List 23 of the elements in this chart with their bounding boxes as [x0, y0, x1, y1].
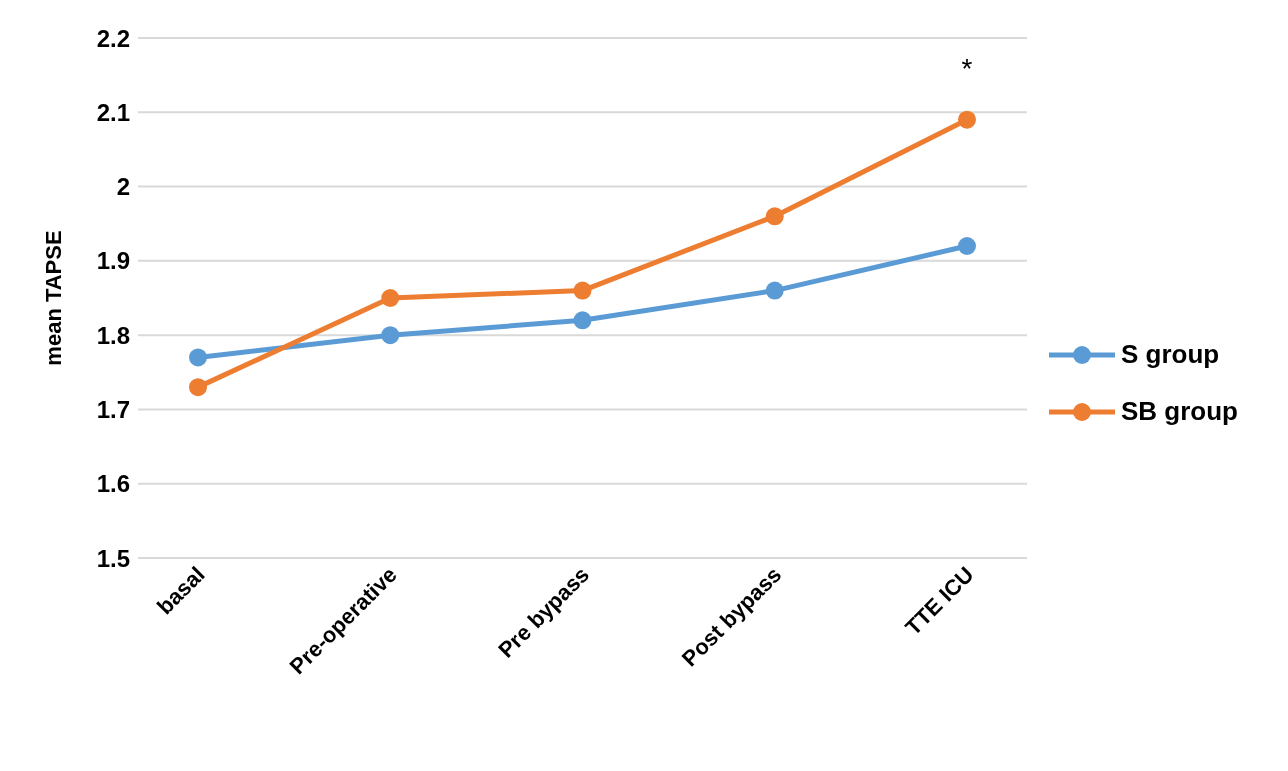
point	[573, 311, 592, 330]
point	[765, 207, 784, 226]
y-tick-label: 1.6	[96, 470, 130, 498]
x-tick-label: TTE ICU	[900, 561, 979, 641]
y-tick-label: 1.5	[96, 544, 130, 572]
y-axis-title: mean TAPSE	[40, 230, 66, 366]
y-tick-label: 1.7	[96, 395, 130, 423]
point	[765, 281, 784, 300]
y-tick-label: 1.8	[96, 321, 130, 349]
point	[573, 281, 592, 300]
point	[381, 326, 400, 345]
y-tick-label: 1.9	[96, 247, 130, 275]
point	[381, 289, 400, 307]
annotation: *	[961, 52, 973, 84]
point	[958, 237, 976, 255]
y-tick-label: 2	[116, 173, 130, 201]
y-tick-label: 2.1	[96, 98, 130, 126]
legend-label: S group	[1121, 339, 1220, 370]
point	[958, 110, 976, 129]
legend-label: SB group	[1121, 396, 1238, 427]
y-tick-label: 2.2	[96, 24, 130, 52]
point	[189, 348, 207, 367]
point	[189, 378, 207, 397]
